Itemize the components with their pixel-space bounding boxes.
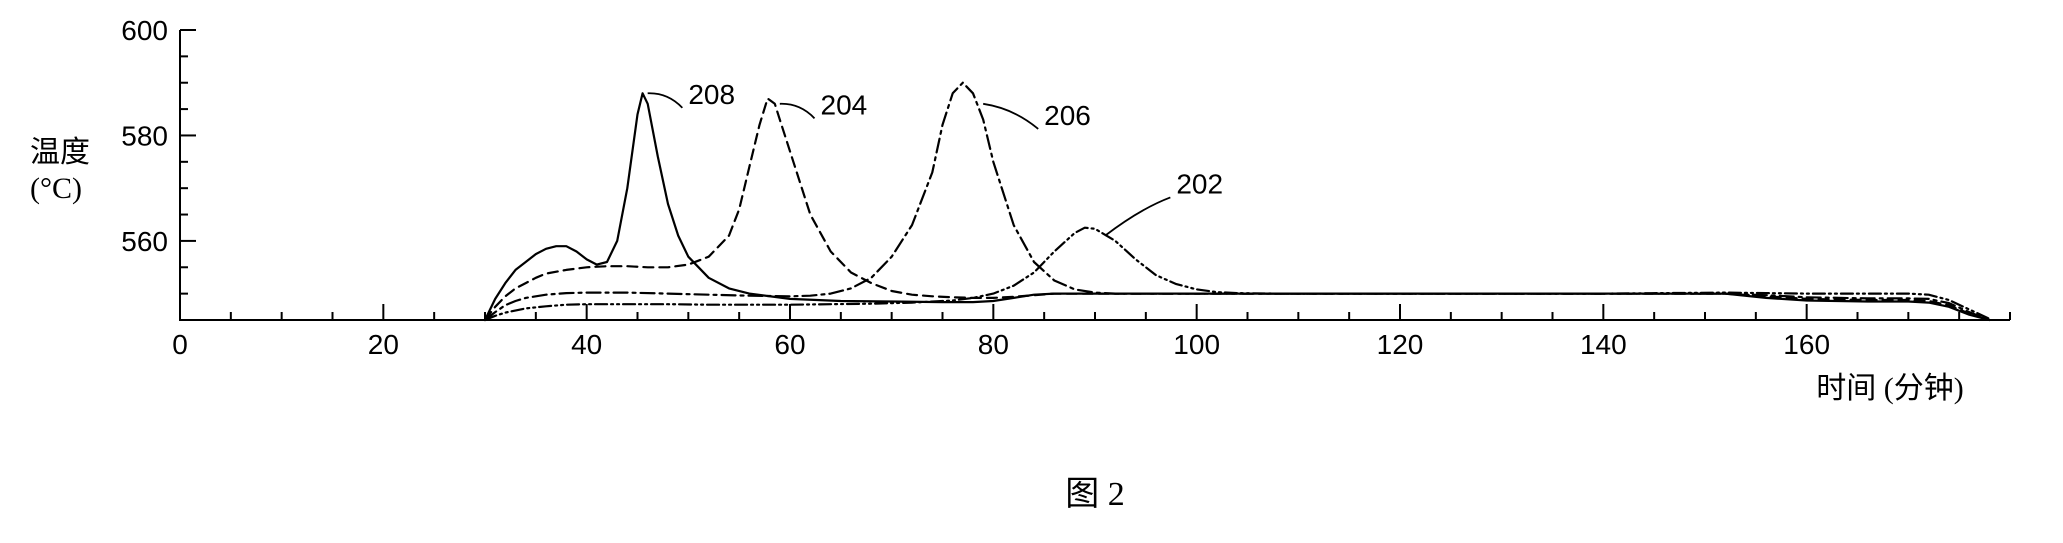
x-axis-label: 时间 (分钟) xyxy=(1816,372,1963,405)
y-tick-label: 560 xyxy=(121,226,168,257)
y-tick-label: 600 xyxy=(121,20,168,46)
x-tick-label: 100 xyxy=(1173,329,1220,360)
x-tick-label: 140 xyxy=(1580,329,1627,360)
series-label-202: 202 xyxy=(1176,168,1223,199)
line-chart: 0 20 40 60 80 100 120 140 160 560 580 600 温度(°C) 时间 (… xyxy=(20,20,2043,523)
figure-label: 图 2 xyxy=(1065,476,1125,513)
series-label-204: 204 xyxy=(821,89,868,120)
series-204 xyxy=(485,99,1990,321)
series-label-206: 206 xyxy=(1044,100,1091,131)
x-tick-label: 160 xyxy=(1783,329,1830,360)
series-leader-206 xyxy=(983,104,1038,129)
series-206 xyxy=(485,83,1990,320)
series-leader-208 xyxy=(648,93,683,108)
x-tick-label: 20 xyxy=(368,329,399,360)
series-leader-202 xyxy=(1105,197,1170,235)
y-tick-label: 580 xyxy=(121,120,168,151)
x-tick-label: 120 xyxy=(1377,329,1424,360)
x-tick-label: 60 xyxy=(774,329,805,360)
series-label-208: 208 xyxy=(688,79,735,110)
axes xyxy=(180,30,2010,320)
chart-container: 0 20 40 60 80 100 120 140 160 560 580 600 温度(°C) 时间 (… xyxy=(20,20,2043,523)
x-tick-label: 80 xyxy=(978,329,1009,360)
x-tick-label: 40 xyxy=(571,329,602,360)
y-axis-label-line1: 温度 xyxy=(30,136,90,169)
series-leader-204 xyxy=(780,104,815,119)
series-208 xyxy=(485,93,1990,320)
x-tick-label: 0 xyxy=(172,329,188,360)
y-axis-label-line2: (°C) xyxy=(30,172,82,205)
series-202 xyxy=(485,228,1990,320)
